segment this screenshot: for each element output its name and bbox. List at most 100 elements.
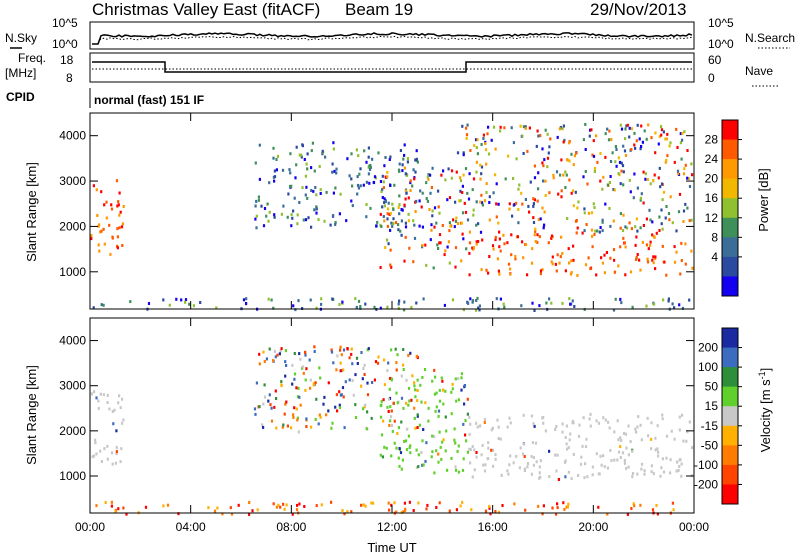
heatmap-cell: [483, 418, 487, 422]
heatmap-cell: [464, 210, 468, 214]
heatmap-cell: [657, 142, 660, 146]
heatmap-cell: [524, 126, 527, 130]
heatmap-cell: [405, 191, 408, 195]
heatmap-cell: [342, 348, 346, 352]
heatmap-cell: [623, 458, 626, 462]
heatmap-cell: [386, 175, 389, 179]
heatmap-cell: [366, 410, 369, 414]
heatmap-cell: [542, 415, 545, 419]
heatmap-cell: [471, 188, 474, 192]
colorbar-segment: [722, 276, 738, 297]
heatmap-cell: [262, 350, 265, 354]
heatmap-cell: [379, 180, 383, 183]
heatmap-cell: [583, 211, 586, 215]
heatmap-cell: [600, 256, 603, 260]
heatmap-cell: [636, 229, 639, 233]
heatmap-cell: [413, 177, 416, 181]
heatmap-cell: [315, 211, 318, 215]
heatmap-cell: [397, 228, 400, 232]
heatmap-cell: [306, 196, 309, 200]
heatmap-cell: [569, 432, 572, 436]
heatmap-cell: [335, 171, 338, 175]
heatmap-cell: [667, 297, 670, 301]
heatmap-cell: [590, 228, 594, 232]
heatmap-cell: [293, 406, 296, 410]
heatmap-cell: [639, 147, 642, 151]
heatmap-cell: [177, 512, 180, 516]
heatmap-cell: [487, 446, 490, 450]
heatmap-cell: [330, 426, 333, 430]
heatmap-cell: [315, 205, 318, 209]
heatmap-cell: [421, 243, 424, 247]
heatmap-cell: [589, 412, 592, 416]
heatmap-cell: [632, 196, 635, 200]
heatmap-cell: [290, 184, 293, 188]
heatmap-cell: [593, 167, 597, 170]
heatmap-cell: [584, 263, 588, 267]
heatmap-cell: [620, 439, 623, 442]
heatmap-cell: [438, 241, 441, 245]
y-tick-label: 4000: [59, 334, 86, 348]
colorbar-tick-label: 20: [705, 172, 719, 186]
heatmap-cell: [401, 458, 404, 462]
heatmap-cell: [121, 222, 124, 226]
heatmap-cell: [642, 201, 645, 205]
heatmap-cell: [494, 147, 497, 151]
heatmap-cell: [573, 154, 576, 158]
heatmap-cell: [338, 403, 341, 407]
heatmap-cell: [539, 272, 542, 276]
heatmap-cell: [304, 218, 308, 222]
heatmap-cell: [339, 192, 342, 196]
heatmap-cell: [517, 208, 520, 211]
heatmap-cell: [409, 351, 412, 355]
heatmap-cell: [111, 462, 114, 466]
heatmap-cell: [437, 409, 441, 413]
heatmap-cell: [682, 172, 686, 176]
heatmap-cell: [454, 441, 457, 445]
heatmap-cell: [273, 213, 276, 217]
heatmap-cell: [388, 212, 391, 216]
heatmap-cell: [381, 174, 384, 178]
heatmap-cell: [461, 184, 464, 188]
heatmap-cell: [619, 245, 622, 249]
heatmap-cell: [599, 226, 602, 229]
heatmap-cell: [389, 405, 392, 409]
heatmap-cell: [262, 402, 265, 406]
heatmap-cell: [403, 203, 406, 207]
heatmap-cell: [597, 472, 600, 476]
heatmap-cell: [350, 177, 353, 181]
heatmap-cell: [657, 454, 660, 458]
heatmap-cell: [543, 158, 546, 162]
heatmap-cell: [507, 472, 510, 476]
heatmap-cell: [508, 202, 511, 206]
heatmap-cell: [665, 273, 668, 277]
colorbar-segment: [722, 178, 738, 199]
heatmap-cell: [518, 466, 521, 470]
heatmap-cell: [536, 233, 539, 237]
heatmap-cell: [687, 177, 690, 181]
heatmap-cell: [105, 216, 108, 220]
heatmap-cell: [291, 382, 294, 386]
heatmap-cell: [675, 250, 678, 254]
heatmap-cell: [506, 425, 509, 429]
heatmap-cell: [383, 445, 386, 449]
colorbar-tick-label: -50: [701, 438, 719, 452]
heatmap-cell: [393, 501, 396, 505]
heatmap-cell: [547, 241, 550, 245]
heatmap-cell: [451, 382, 454, 386]
heatmap-cell: [526, 465, 529, 469]
heatmap-cell: [554, 428, 557, 431]
heatmap-cell: [588, 134, 591, 138]
heatmap-cell: [292, 413, 295, 417]
heatmap-cell: [301, 365, 304, 369]
heatmap-cell: [544, 194, 547, 197]
heatmap-cell: [671, 302, 674, 306]
heatmap-cell: [420, 451, 423, 454]
heatmap-cell: [655, 231, 658, 235]
heatmap-cell: [413, 384, 416, 388]
heatmap-cell: [413, 223, 416, 227]
heatmap-cell: [502, 302, 505, 306]
heatmap-cell: [495, 202, 498, 206]
heatmap-cell: [309, 386, 312, 390]
heatmap-cell: [268, 210, 271, 214]
